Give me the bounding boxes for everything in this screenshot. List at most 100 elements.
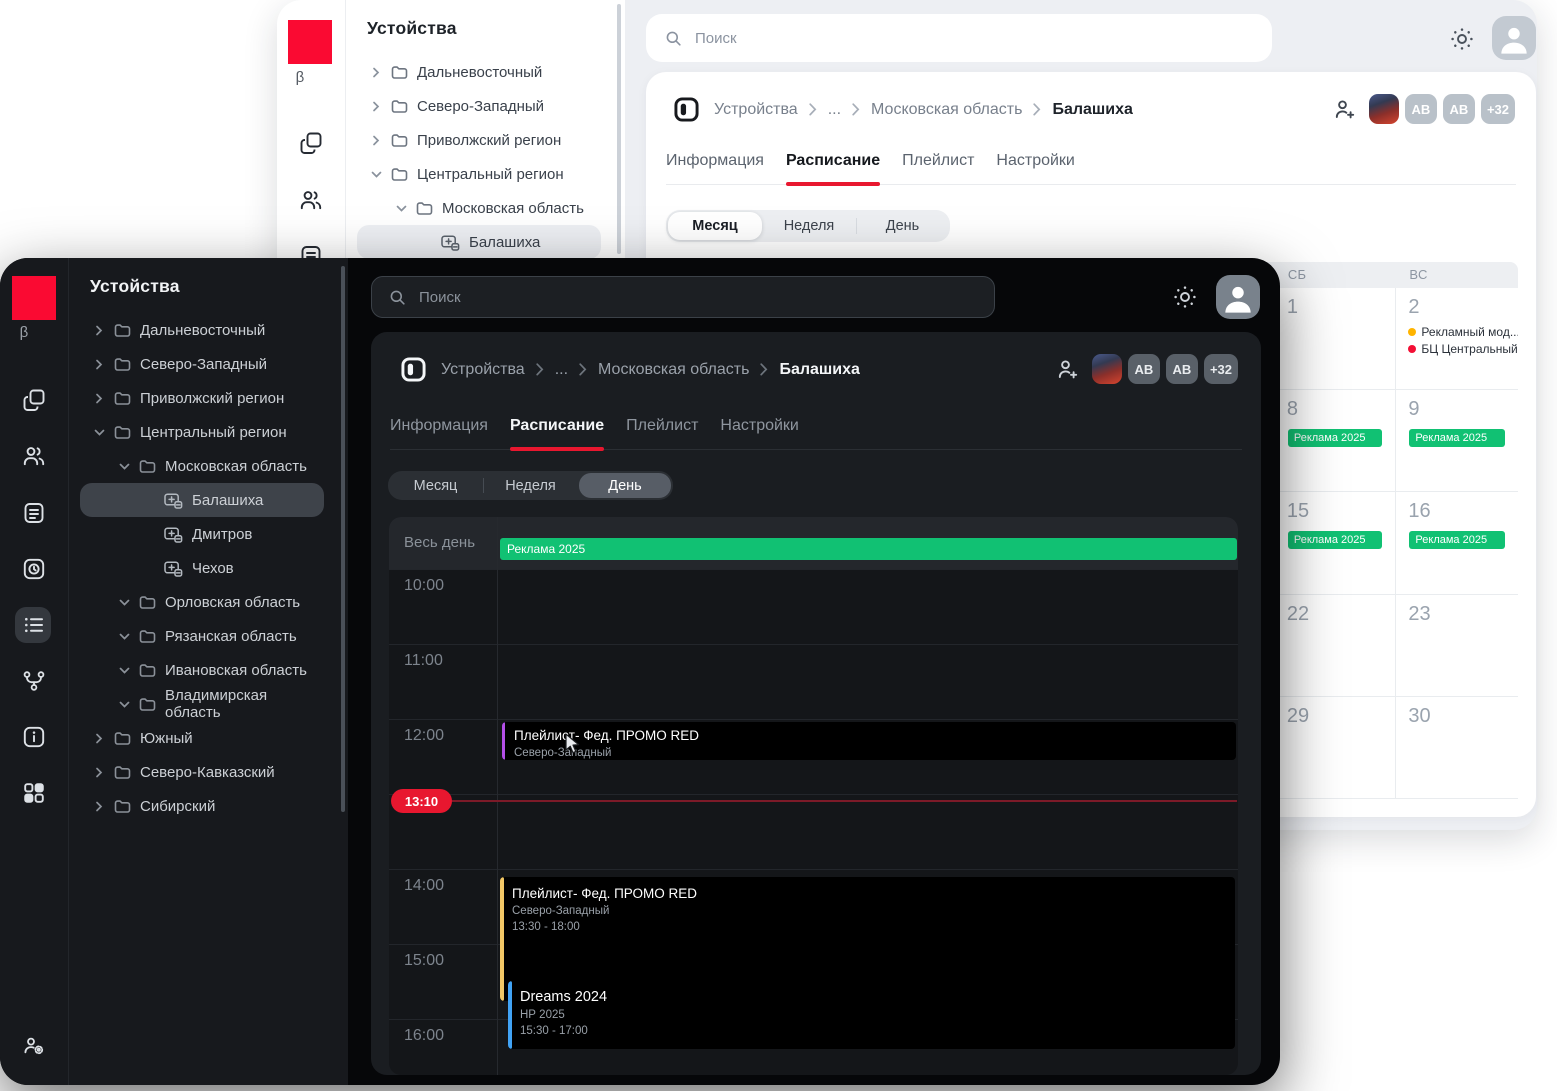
devices-copy-icon[interactable] xyxy=(22,388,46,412)
tab-settings[interactable]: Настройки xyxy=(720,417,799,434)
calendar-event-noon[interactable]: Плейлист- Фед. ПРОМО RED Северо-Западный xyxy=(502,722,1236,760)
calendar-event-dreams[interactable]: Dreams 2024 НР 2025 15:30 - 17:00 xyxy=(508,981,1235,1049)
admin-settings-icon[interactable] xyxy=(22,1033,46,1057)
user-avatar[interactable] xyxy=(1216,275,1260,319)
tree-item-selected[interactable]: Балашиха xyxy=(357,225,601,259)
devices-copy-icon[interactable] xyxy=(299,131,323,155)
tab-schedule[interactable]: Расписание xyxy=(785,152,881,186)
search-input[interactable] xyxy=(693,28,1184,48)
tab-schedule[interactable]: Расписание xyxy=(509,417,605,451)
tree-item[interactable]: Дмитров xyxy=(80,517,324,551)
light-search-bar[interactable] xyxy=(646,14,1272,62)
tree-item[interactable]: Владимирская область xyxy=(80,687,324,721)
tree-item[interactable]: Северо-Кавказский xyxy=(80,755,324,789)
breadcrumb-parent[interactable]: Московская область xyxy=(871,100,1023,118)
member-avatar-photo[interactable] xyxy=(1368,94,1399,124)
tab-playlist[interactable]: Плейлист xyxy=(626,417,699,434)
time-label: 15:00 xyxy=(404,952,445,969)
app-logo[interactable] xyxy=(12,276,56,320)
tab-playlist[interactable]: Плейлист xyxy=(902,152,975,169)
event-badge[interactable]: Реклама 2025 xyxy=(1287,531,1383,550)
dark-search-bar[interactable] xyxy=(371,276,995,318)
add-user-icon[interactable] xyxy=(1333,97,1357,121)
user-avatar[interactable] xyxy=(1492,16,1536,60)
add-user-icon[interactable] xyxy=(1056,357,1080,381)
view-week[interactable]: Неделя xyxy=(783,218,835,234)
tree-item[interactable]: Ивановская область xyxy=(80,653,324,687)
day-cell[interactable]: 9 Реклама 2025 xyxy=(1396,390,1518,493)
tree-item[interactable]: Северо-Западный xyxy=(357,89,601,123)
tree-item[interactable]: Чехов xyxy=(80,551,324,585)
search-input[interactable] xyxy=(417,287,906,307)
calendar-event[interactable]: Рекламный мод... xyxy=(1408,325,1518,339)
list-icon[interactable] xyxy=(22,613,46,637)
day-cell[interactable]: 8 Реклама 2025 xyxy=(1274,390,1397,493)
member-badge[interactable]: AB xyxy=(1127,354,1160,384)
breadcrumb-parent[interactable]: Московская область xyxy=(598,360,750,378)
theme-toggle-icon[interactable] xyxy=(1450,27,1474,51)
tree-item[interactable]: Рязанская область xyxy=(80,619,324,653)
all-day-event[interactable]: Реклама 2025 xyxy=(500,538,1237,560)
tree-item[interactable]: Сибирский xyxy=(80,789,324,823)
breadcrumb-current: Балашиха xyxy=(779,360,860,378)
users-icon[interactable] xyxy=(299,188,323,212)
tree-item[interactable]: Орловская область xyxy=(80,585,324,619)
tree-item[interactable]: Дальневосточный xyxy=(357,55,601,89)
tab-settings[interactable]: Настройки xyxy=(996,152,1075,169)
device-icon xyxy=(441,234,460,251)
breadcrumb-root[interactable]: Устройства xyxy=(714,100,798,118)
member-avatar-photo[interactable] xyxy=(1091,354,1122,384)
tree-item[interactable]: Приволжский регион xyxy=(80,381,324,415)
tree-item[interactable]: Центральный регион xyxy=(357,157,601,191)
tree-item[interactable]: Южный xyxy=(80,721,324,755)
app-logo[interactable] xyxy=(288,20,332,64)
day-cell[interactable]: 30 xyxy=(1396,697,1518,799)
calendar-event[interactable]: БЦ Центральный xyxy=(1408,342,1518,356)
tree-item-selected[interactable]: Балашиха xyxy=(80,483,324,517)
tree-scrollbar[interactable] xyxy=(341,266,345,812)
tree-item[interactable]: Приволжский регион xyxy=(357,123,601,157)
event-badge[interactable]: Реклама 2025 xyxy=(1287,429,1383,448)
day-cell[interactable]: 16 Реклама 2025 xyxy=(1396,492,1518,595)
clock-icon[interactable] xyxy=(22,557,46,581)
day-cell[interactable]: 15 Реклама 2025 xyxy=(1274,492,1397,595)
event-badge[interactable]: Реклама 2025 xyxy=(1409,531,1505,550)
member-badge[interactable]: AB xyxy=(1165,354,1198,384)
tree-scrollbar[interactable] xyxy=(617,4,621,254)
view-week[interactable]: Неделя xyxy=(505,477,556,494)
breadcrumb-ellipsis[interactable]: ... xyxy=(827,100,842,118)
day-cell[interactable]: 23 xyxy=(1396,595,1518,697)
day-cell[interactable]: 2 Рекламный мод... БЦ Центральный xyxy=(1396,288,1518,391)
member-badge[interactable]: AB xyxy=(1442,94,1475,124)
tree-item[interactable]: Северо-Западный xyxy=(80,347,324,381)
branch-icon[interactable] xyxy=(22,669,46,693)
calendar-event-afternoon[interactable]: Плейлист- Фед. ПРОМО RED Северо-Западный… xyxy=(500,877,1235,1001)
theme-toggle-icon[interactable] xyxy=(1173,285,1197,309)
device-icon xyxy=(164,526,183,543)
tab-information[interactable]: Информация xyxy=(390,417,488,434)
tree-item[interactable]: Московская область xyxy=(357,191,601,225)
member-badge-more[interactable]: +32 xyxy=(1480,94,1515,124)
device-brand-icon xyxy=(400,356,427,383)
view-month-selected[interactable]: Месяц xyxy=(668,212,762,240)
tree-item[interactable]: Центральный регион xyxy=(80,415,324,449)
tab-information[interactable]: Информация xyxy=(666,152,764,169)
document-icon[interactable] xyxy=(22,501,46,525)
view-day-selected[interactable]: День xyxy=(579,473,671,498)
day-cell[interactable]: 22 xyxy=(1274,594,1397,697)
tree-item[interactable]: Московская область xyxy=(80,449,324,483)
member-badge[interactable]: AB xyxy=(1404,94,1437,124)
event-subtitle: Северо-Западный xyxy=(512,905,610,917)
info-icon[interactable] xyxy=(22,725,46,749)
member-badge-more[interactable]: +32 xyxy=(1203,354,1238,384)
tree-item[interactable]: Дальневосточный xyxy=(80,313,324,347)
apps-grid-icon[interactable] xyxy=(22,781,46,805)
day-cell[interactable]: 29 xyxy=(1274,696,1397,799)
event-badge[interactable]: Реклама 2025 xyxy=(1409,429,1505,448)
view-day[interactable]: День xyxy=(885,218,920,234)
view-month[interactable]: Месяц xyxy=(413,477,458,494)
users-icon[interactable] xyxy=(22,444,46,468)
breadcrumb-root[interactable]: Устройства xyxy=(441,360,525,378)
day-cell[interactable]: 1 xyxy=(1274,288,1397,391)
breadcrumb-ellipsis[interactable]: ... xyxy=(554,360,569,378)
